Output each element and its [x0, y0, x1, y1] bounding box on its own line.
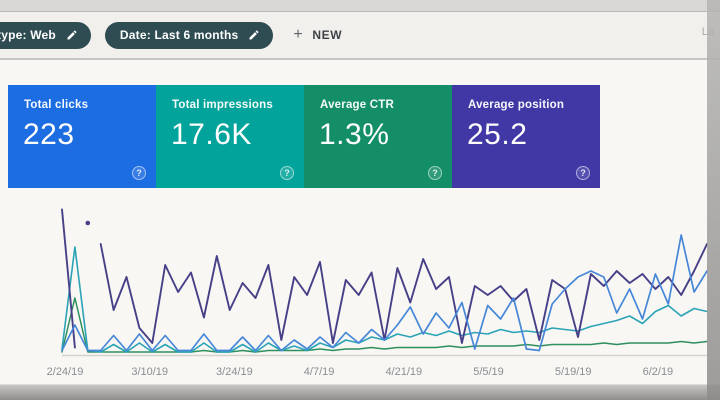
pencil-icon: [248, 29, 260, 41]
metric-card-total-impressions[interactable]: Total impressions 17.6K ?: [156, 85, 304, 188]
metric-value: 1.3%: [319, 118, 390, 151]
metric-cards-row: Total clicks 223 ? Total impressions 17.…: [8, 85, 600, 188]
pencil-icon: [66, 29, 78, 41]
toolbar-divider: [0, 58, 720, 60]
metric-value: 223: [23, 118, 75, 151]
isolated-data-point: [85, 220, 91, 226]
series-line-total-clicks: [61, 234, 708, 352]
new-filter-button[interactable]: + NEW: [293, 27, 342, 43]
performance-chart[interactable]: 2/24/19 3/10/19 3/24/19 4/7/19 4/21/19 5/5/19…: [35, 193, 711, 388]
help-icon[interactable]: ?: [132, 166, 146, 180]
monitor-top-edge: [0, 0, 720, 12]
search-type-chip-label: type: Web: [0, 28, 56, 42]
search-type-filter-chip[interactable]: type: Web: [0, 21, 91, 49]
performance-chart-svg: 2/24/19 3/10/19 3/24/19 4/7/19 4/21/19 5/5/19…: [47, 208, 708, 378]
x-tick-label: 5/19/19: [555, 366, 592, 378]
metric-label: Total impressions: [172, 99, 273, 111]
filter-toolbar: type: Web Date: Last 6 months + NEW: [0, 12, 720, 58]
x-tick-label: 4/7/19: [304, 366, 335, 378]
help-icon[interactable]: ?: [280, 166, 294, 180]
metric-card-total-clicks[interactable]: Total clicks 223 ?: [8, 85, 156, 188]
x-tick-label: 3/10/19: [131, 366, 168, 378]
series-line-average-position: [61, 297, 708, 353]
help-icon[interactable]: ?: [576, 166, 590, 180]
series-line-total-impressions: [61, 208, 708, 349]
help-icon[interactable]: ?: [428, 166, 442, 180]
monitor-right-edge: [707, 0, 720, 400]
x-tick-label: 5/5/19: [473, 366, 504, 378]
x-tick-label: 4/21/19: [385, 366, 422, 378]
date-chip-label: Date: Last 6 months: [119, 28, 239, 42]
plus-icon: +: [293, 26, 304, 43]
x-tick-label: 2/24/19: [47, 366, 84, 378]
metric-label: Total clicks: [24, 99, 89, 111]
x-tick-label: 3/24/19: [216, 366, 253, 378]
metric-card-average-position[interactable]: Average position 25.2 ?: [452, 85, 600, 188]
metric-value: 17.6K: [171, 118, 252, 151]
metric-label: Average CTR: [320, 99, 394, 111]
new-button-label: NEW: [312, 28, 343, 42]
x-tick-label: 6/2/19: [643, 366, 674, 378]
date-filter-chip[interactable]: Date: Last 6 months: [104, 21, 274, 49]
monitor-bottom-edge: [0, 384, 720, 400]
metric-value: 25.2: [467, 118, 528, 151]
metric-card-average-ctr[interactable]: Average CTR 1.3% ?: [304, 85, 452, 188]
metric-label: Average position: [468, 99, 565, 111]
